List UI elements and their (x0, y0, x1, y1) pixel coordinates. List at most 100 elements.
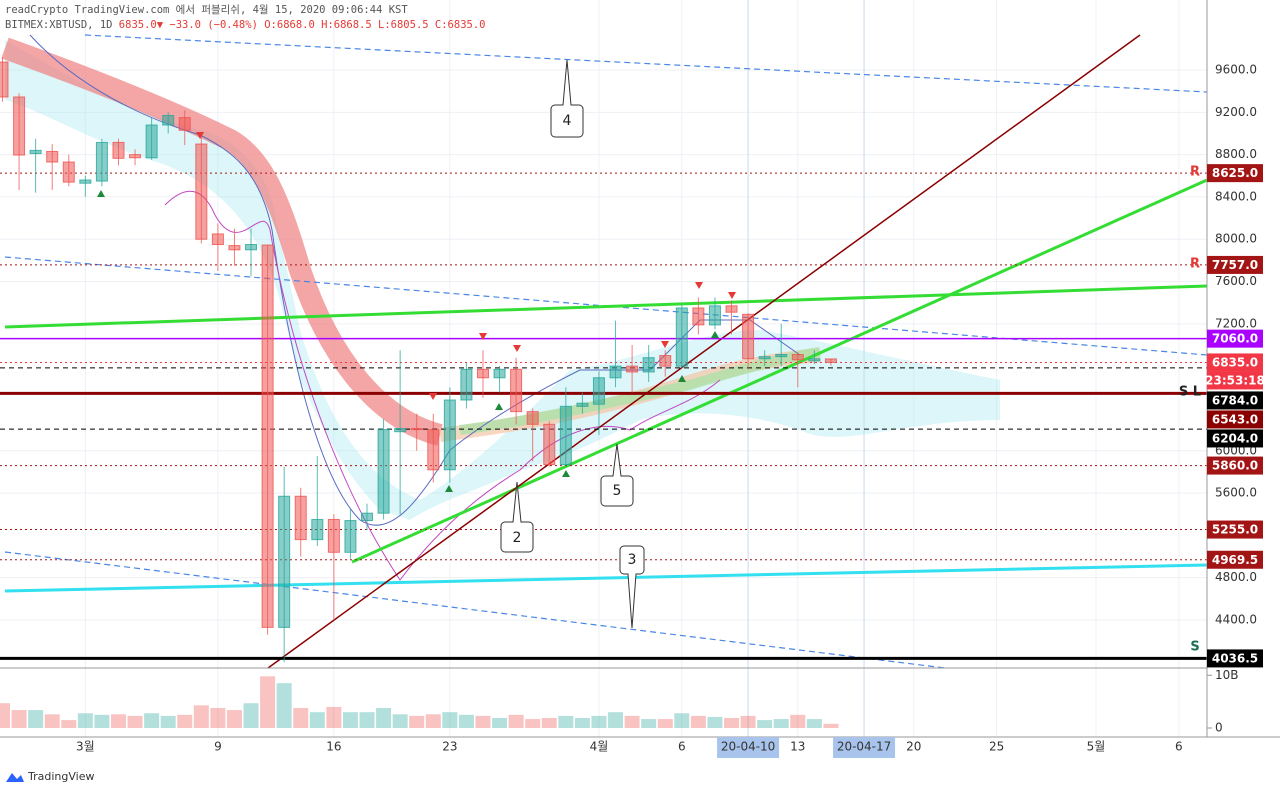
volume-bar (28, 710, 44, 728)
trend-line (4, 563, 1208, 593)
candle-body (609, 365, 622, 379)
candle-body (659, 355, 672, 367)
candle-body (543, 423, 556, 466)
price-label-box (1207, 520, 1263, 539)
x-tick-label: 20 (906, 740, 921, 754)
symbol-info: BITMEX:XBTUSD, 1D 6835.0▼ −33.0 (−0.48%)… (5, 19, 486, 31)
y-tick-label: 4800.0 (1215, 570, 1257, 584)
sell-marker (429, 393, 437, 400)
date-marker-label: 20-04-10 (721, 740, 775, 754)
price-label-box (1207, 429, 1263, 448)
candle-body (327, 519, 340, 553)
volume-bar (144, 713, 160, 728)
logo-text: TradingView (27, 770, 94, 783)
price-label: 4036.5 (1212, 651, 1258, 665)
date-marker-box (717, 737, 780, 758)
volume-bar (823, 723, 839, 728)
ohlc: O:6868.0 H:6868.5 L:6805.5 C:6835.0 (264, 19, 485, 31)
x-tick-label: 4월 (590, 740, 609, 754)
volume-bar (591, 715, 607, 728)
candle-body (443, 399, 456, 471)
volume-bar (392, 714, 408, 728)
candle-body (344, 520, 357, 553)
date-marker-label: 20-04-17 (837, 740, 891, 754)
candle-body (311, 519, 324, 541)
callout-shape (550, 59, 584, 138)
price-label: 7060.0 (1212, 332, 1258, 346)
candle-body (195, 143, 208, 240)
price-marks (0, 57, 1207, 663)
sell-marker (479, 333, 487, 340)
y-tick-label: 8400.0 (1215, 189, 1257, 203)
wave-label: 4 (563, 113, 572, 129)
volume-bar (226, 710, 242, 728)
volume-bar (110, 714, 126, 728)
volume-bar (359, 712, 375, 728)
buy-marker (495, 403, 503, 410)
sell-marker (513, 345, 521, 352)
level-note: S (1190, 640, 1199, 655)
volume-bar (44, 714, 60, 728)
price-label: 5255.0 (1212, 523, 1258, 537)
price-label-box (1207, 164, 1263, 183)
sell-marker (196, 132, 204, 139)
signal-markers (196, 132, 736, 400)
buy-marker (445, 485, 453, 492)
volume-bar (690, 715, 706, 728)
trend-channel (4, 551, 946, 669)
volume-bar (740, 715, 756, 728)
volume-bar (243, 703, 259, 728)
price-label: 4969.5 (1212, 553, 1258, 567)
price-label: 6784.0 (1212, 393, 1258, 407)
volume-bar (193, 705, 209, 728)
volume-bar (657, 719, 673, 728)
volume-bar (724, 717, 740, 728)
volume-bar (806, 719, 822, 728)
change-arrow: ▼ (157, 19, 164, 31)
price-label-box (1207, 329, 1263, 348)
price-label: 5860.0 (1212, 459, 1258, 473)
volume-bar (442, 712, 458, 728)
candle-body (62, 161, 75, 183)
price-change: −33.0 (−0.48%) (169, 19, 258, 31)
trend-line (4, 284, 1208, 329)
y-tick-label: 7600.0 (1215, 274, 1257, 288)
volume-bar (773, 719, 789, 728)
volume-bar (276, 683, 292, 728)
buy-marker (562, 470, 570, 477)
candle-body (211, 233, 224, 246)
price-label-box (1207, 371, 1263, 390)
y-tick-label: 8800.0 (1215, 147, 1257, 161)
wave-label: 2 (513, 530, 522, 546)
volume-bar (293, 707, 309, 728)
candle-body (261, 244, 274, 628)
signal-markers (97, 190, 719, 492)
logo: TradingView (6, 770, 94, 783)
candle-body (46, 150, 59, 163)
price-label: 23:53:18 (1205, 373, 1265, 387)
volume-bar (707, 716, 723, 728)
y-tick-label: 4400.0 (1215, 612, 1257, 626)
candle-body (178, 117, 191, 131)
candle-body (145, 124, 158, 159)
price-label-box (1207, 410, 1263, 429)
candle-body (576, 402, 589, 407)
candle-body (460, 368, 473, 401)
volume-bar (0, 703, 10, 728)
price-label: 7757.0 (1212, 258, 1258, 272)
candle-body (79, 179, 92, 184)
volume-bar (160, 715, 176, 728)
y-tick-label: 7200.0 (1215, 316, 1257, 330)
last-price: 6835.0 (119, 19, 157, 31)
candle-body (824, 358, 837, 363)
level-note: R (1190, 165, 1200, 180)
candle-body (708, 305, 721, 326)
price-label-box (1207, 353, 1263, 372)
volume-bar (210, 707, 226, 728)
moving-average-band (459, 347, 821, 435)
candle-body (526, 411, 539, 425)
price-label: 6543.0 (1212, 412, 1258, 426)
volume-bar (492, 717, 508, 728)
